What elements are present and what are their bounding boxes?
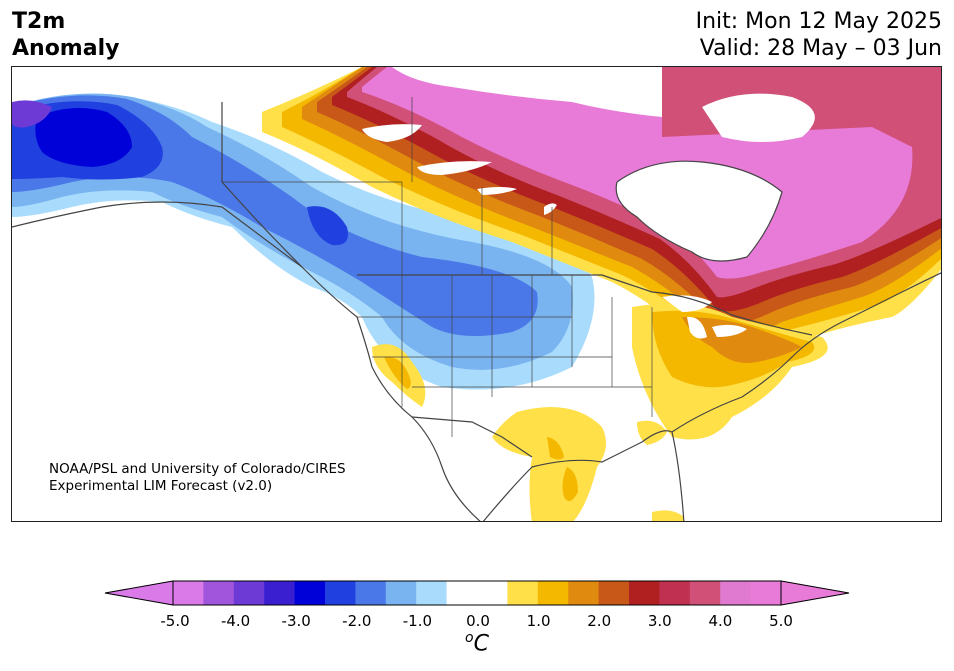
great-lakes: [662, 295, 747, 339]
state-lines: [357, 275, 653, 437]
init-date: Init: Mon 12 May 2025: [695, 9, 942, 34]
colorbar-cell: [355, 581, 387, 605]
colorbar-cell: [750, 581, 782, 605]
colorbar-cell: [537, 581, 569, 605]
credit-line-2: Experimental LIM Forecast (v2.0): [49, 478, 273, 494]
great-slave-lake: [417, 161, 492, 175]
great-bear-lake: [362, 124, 422, 142]
colorbar-svg: [104, 580, 850, 606]
warm-region-east-orange: [682, 317, 802, 363]
small-lake-2: [544, 203, 557, 215]
title-line-1: T2m: [12, 9, 66, 34]
colorbar-cells: [173, 581, 782, 605]
warm-region-cal-gold: [384, 356, 411, 389]
colorbar-unit: oC: [465, 630, 489, 657]
credit-text: NOAA/PSL and University of Colorado/CIRE…: [49, 461, 346, 495]
small-lake-1: [477, 187, 517, 195]
colorbar-extend-low: [104, 580, 174, 606]
colorbar-cell: [598, 581, 630, 605]
us-canada-border: [357, 274, 813, 336]
colorbar-tick-label: 0.0: [466, 612, 490, 630]
colorbar-tick-label: 3.0: [647, 612, 672, 630]
arctic-water-1: [392, 67, 662, 117]
hudson-bay-coast: [615, 160, 783, 262]
alaska-border: [221, 102, 303, 268]
colorbar-cell: [720, 581, 752, 605]
title-line-2: Anomaly: [12, 36, 120, 61]
colorbar-cell: [689, 581, 721, 605]
arctic-water-2: [702, 93, 815, 142]
colorbar-tick-label: 2.0: [587, 612, 612, 630]
map-title: T2m Anomaly: [12, 8, 119, 62]
colorbar-cell: [385, 581, 417, 605]
province-lines: [222, 97, 553, 275]
cold-region-deep: [35, 108, 133, 167]
west-coast: [12, 201, 481, 521]
colorbar-cell: [568, 581, 600, 605]
colorbar-tick-label: 1.0: [526, 612, 551, 630]
forecast-dates: Init: Mon 12 May 2025 Valid: 28 May – 03…: [696, 8, 942, 62]
east-coast: [671, 272, 941, 433]
map-svg: [12, 67, 941, 521]
colorbar-cell: [264, 581, 296, 605]
colorbar-tick-label: 4.0: [708, 612, 733, 630]
colorbar-cell: [659, 581, 691, 605]
colorbar-tick-label: -5.0: [160, 612, 190, 630]
colorbar-tick-label: -4.0: [220, 612, 251, 630]
colorbar-cell: [416, 581, 448, 605]
warm-region-texas: [492, 407, 606, 521]
colorbar-cell: [477, 581, 508, 605]
colorbar-tick-label: -2.0: [342, 612, 372, 630]
colorbar-cell: [203, 581, 235, 605]
valid-date: Valid: 28 May – 03 Jun: [699, 36, 942, 61]
colorbar-cell: [446, 581, 478, 605]
colorbar: -5.0 -4.0 -3.0 -2.0 -1.0 0.0 1.0 2.0 3.0 4.0 5.0 o…: [100, 572, 854, 662]
colorbar-cell: [507, 581, 539, 605]
warm-region-texas-gold: [547, 437, 578, 501]
colorbar-outline: [172, 580, 782, 606]
colorbar-extend-high: [780, 580, 850, 606]
mexico-border: [411, 416, 533, 458]
colorbar-tick-label: -3.0: [281, 612, 311, 630]
borders: [12, 97, 941, 521]
colorbar-tick-label: -1.0: [402, 612, 433, 630]
gulf-coast: [482, 430, 685, 521]
warm-region-florida: [637, 420, 684, 521]
colorbar-cell: [325, 581, 356, 605]
cold-region-violet: [12, 100, 52, 128]
colorbar-cell: [233, 581, 265, 605]
anomaly-map: [11, 66, 942, 522]
credit-line-1: NOAA/PSL and University of Colorado/CIRE…: [49, 461, 346, 477]
colorbar-cell: [629, 581, 660, 605]
colorbar-cell: [294, 581, 326, 605]
hudson-bay: [616, 161, 782, 261]
colorbar-cell: [173, 581, 204, 605]
colorbar-tick-label: 5.0: [769, 612, 793, 630]
